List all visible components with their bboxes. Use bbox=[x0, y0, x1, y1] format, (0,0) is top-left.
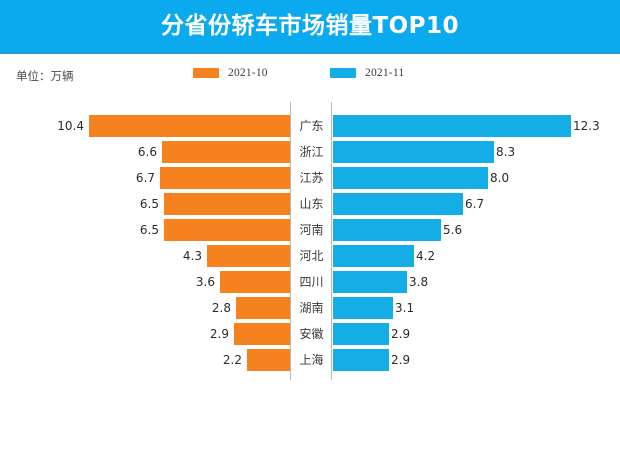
bar-value-label-2021-10: 10.4 bbox=[57, 119, 84, 133]
bar-2021-10[interactable] bbox=[207, 245, 290, 267]
legend-item-2021-11[interactable]: 2021-11 bbox=[330, 67, 404, 79]
bar-value-label-2021-10: 4.3 bbox=[182, 249, 202, 263]
bar-2021-11[interactable] bbox=[333, 245, 414, 267]
bar-value-label-2021-10: 6.7 bbox=[135, 171, 155, 185]
bar-row: 4.3 河北 4.2 bbox=[0, 243, 620, 269]
bar-group-left: 6.7 bbox=[0, 165, 290, 191]
bar-group-right: 3.8 bbox=[332, 269, 620, 295]
chart-subheader: 单位：万辆 2021-10 2021-11 bbox=[0, 54, 620, 100]
bar-2021-11[interactable] bbox=[333, 167, 488, 189]
bar-value-label-2021-11: 4.2 bbox=[416, 249, 436, 263]
bar-2021-11[interactable] bbox=[333, 271, 407, 293]
legend-label: 2021-11 bbox=[365, 67, 405, 79]
bar-value-label-2021-11: 5.6 bbox=[443, 223, 463, 237]
axis-line-right bbox=[331, 102, 332, 380]
bar-value-label-2021-11: 2.9 bbox=[391, 327, 411, 341]
bar-2021-11[interactable] bbox=[333, 193, 463, 215]
bar-row: 6.5 河南 5.6 bbox=[0, 217, 620, 243]
bar-row: 6.6 浙江 8.3 bbox=[0, 139, 620, 165]
bar-group-left: 2.8 bbox=[0, 295, 290, 321]
bar-2021-10[interactable] bbox=[247, 349, 290, 371]
category-label: 河北 bbox=[299, 249, 324, 263]
category-label: 江苏 bbox=[299, 171, 324, 185]
bar-value-label-2021-11: 12.3 bbox=[573, 119, 600, 133]
bar-row: 10.4 广东 12.3 bbox=[0, 113, 620, 139]
legend-label: 2021-10 bbox=[228, 67, 268, 79]
bar-2021-11[interactable] bbox=[333, 141, 494, 163]
legend-swatch-icon bbox=[193, 68, 219, 78]
bar-2021-11[interactable] bbox=[333, 349, 389, 371]
bar-2021-10[interactable] bbox=[162, 141, 290, 163]
bar-value-label-2021-10: 2.9 bbox=[209, 327, 229, 341]
bar-value-label-2021-10: 6.5 bbox=[139, 223, 159, 237]
bar-row: 2.2 上海 2.9 bbox=[0, 347, 620, 373]
bar-2021-10[interactable] bbox=[164, 219, 290, 241]
bar-row: 2.8 湖南 3.1 bbox=[0, 295, 620, 321]
legend-swatch-icon bbox=[330, 68, 356, 78]
category-label: 上海 bbox=[299, 353, 324, 367]
bar-value-label-2021-11: 3.1 bbox=[395, 301, 415, 315]
category-label: 四川 bbox=[299, 275, 324, 289]
bar-2021-11[interactable] bbox=[333, 297, 393, 319]
bar-2021-11[interactable] bbox=[333, 219, 441, 241]
category-label: 湖南 bbox=[299, 301, 324, 315]
unit-label: 单位：万辆 bbox=[16, 69, 74, 83]
category-label: 广东 bbox=[299, 119, 324, 133]
bar-2021-11[interactable] bbox=[333, 323, 389, 345]
bar-group-right: 12.3 bbox=[332, 113, 620, 139]
bar-group-left: 2.2 bbox=[0, 347, 290, 373]
bar-group-right: 5.6 bbox=[332, 217, 620, 243]
bar-2021-10[interactable] bbox=[236, 297, 290, 319]
bar-value-label-2021-10: 6.6 bbox=[137, 145, 157, 159]
bar-group-left: 6.5 bbox=[0, 217, 290, 243]
bar-group-right: 2.9 bbox=[332, 321, 620, 347]
bar-row: 6.7 江苏 8.0 bbox=[0, 165, 620, 191]
bar-2021-10[interactable] bbox=[220, 271, 290, 293]
bar-group-right: 8.0 bbox=[332, 165, 620, 191]
bar-group-left: 3.6 bbox=[0, 269, 290, 295]
bar-group-right: 6.7 bbox=[332, 191, 620, 217]
bar-value-label-2021-11: 8.3 bbox=[496, 145, 516, 159]
axis-line-left bbox=[290, 102, 291, 380]
bar-row: 6.5 山东 6.7 bbox=[0, 191, 620, 217]
plot-area: 10.4 广东 12.3 6.6 浙江 8.3 6.7 江苏 8.0 6.5 山东 6.7 6.5 河南 5… bbox=[0, 100, 620, 385]
bar-value-label-2021-10: 2.2 bbox=[222, 353, 242, 367]
bar-2021-11[interactable] bbox=[333, 115, 571, 137]
bar-row: 3.6 四川 3.8 bbox=[0, 269, 620, 295]
chart-header-bar: 分省份轿车市场销量TOP10 bbox=[0, 0, 620, 54]
legend-item-2021-10[interactable]: 2021-10 bbox=[193, 67, 268, 79]
bar-2021-10[interactable] bbox=[160, 167, 290, 189]
bar-group-right: 3.1 bbox=[332, 295, 620, 321]
bar-group-right: 8.3 bbox=[332, 139, 620, 165]
bar-2021-10[interactable] bbox=[89, 115, 290, 137]
bar-group-right: 2.9 bbox=[332, 347, 620, 373]
bar-group-left: 4.3 bbox=[0, 243, 290, 269]
bar-group-left: 2.9 bbox=[0, 321, 290, 347]
bar-value-label-2021-11: 2.9 bbox=[391, 353, 411, 367]
bar-group-left: 6.6 bbox=[0, 139, 290, 165]
category-label: 河南 bbox=[299, 223, 324, 237]
bar-value-label-2021-11: 8.0 bbox=[490, 171, 510, 185]
category-label: 浙江 bbox=[299, 145, 324, 159]
bar-row: 2.9 安徽 2.9 bbox=[0, 321, 620, 347]
bar-group-left: 6.5 bbox=[0, 191, 290, 217]
bar-value-label-2021-11: 3.8 bbox=[409, 275, 429, 289]
bar-group-left: 10.4 bbox=[0, 113, 290, 139]
bar-value-label-2021-10: 6.5 bbox=[139, 197, 159, 211]
bar-value-label-2021-10: 2.8 bbox=[211, 301, 231, 315]
category-label: 安徽 bbox=[299, 327, 324, 341]
bar-value-label-2021-11: 6.7 bbox=[465, 197, 485, 211]
bar-2021-10[interactable] bbox=[234, 323, 290, 345]
bar-value-label-2021-10: 3.6 bbox=[195, 275, 215, 289]
bar-2021-10[interactable] bbox=[164, 193, 290, 215]
category-label: 山东 bbox=[299, 197, 324, 211]
page-title: 分省份轿车市场销量TOP10 bbox=[160, 13, 460, 39]
bar-group-right: 4.2 bbox=[332, 243, 620, 269]
